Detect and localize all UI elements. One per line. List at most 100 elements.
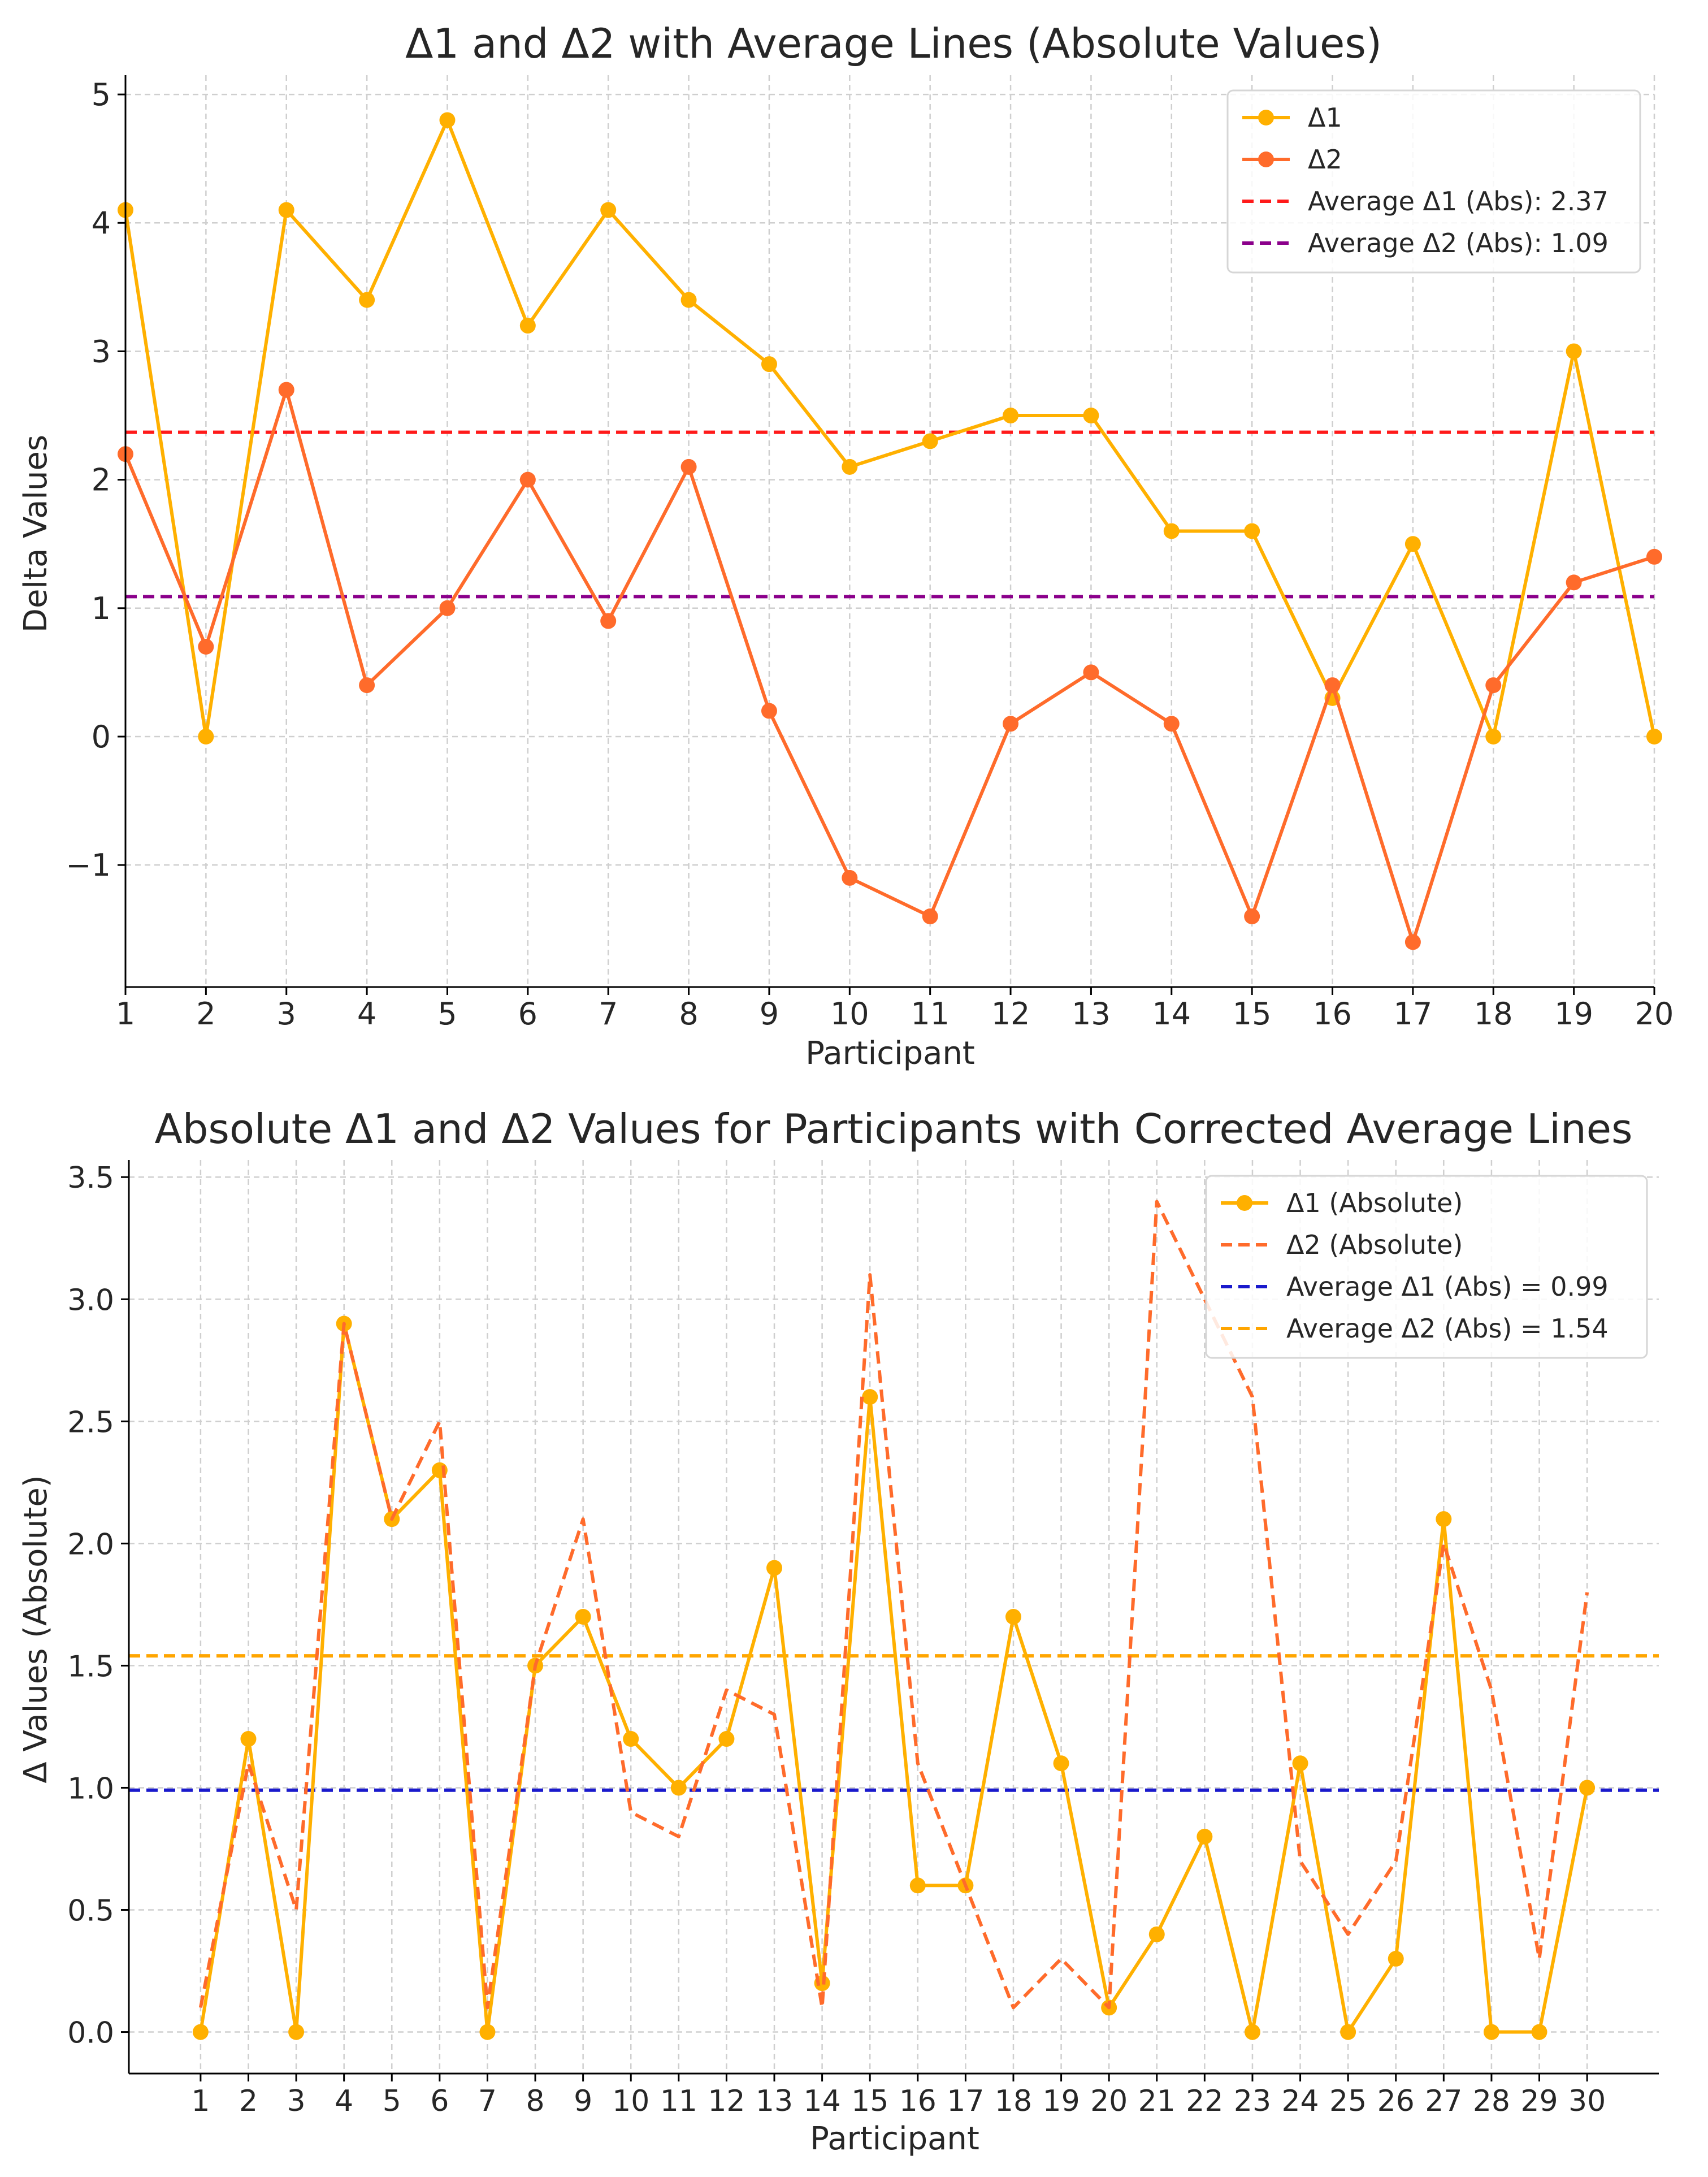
chart-1-x-tick-label: 15 bbox=[1233, 996, 1272, 1032]
chart-2-series-1-point bbox=[1197, 1828, 1213, 1845]
chart-2-series-1-point bbox=[575, 1609, 591, 1625]
chart-1-x-tick-label: 1 bbox=[116, 996, 135, 1032]
chart-1-series-1-point bbox=[600, 202, 617, 218]
chart-2-average-lines bbox=[129, 1654, 1659, 1792]
chart-1-axes bbox=[124, 75, 1654, 988]
chart-2-x-tick-label: 24 bbox=[1281, 2084, 1319, 2118]
chart-2-x-tick-label: 1 bbox=[191, 2084, 210, 2118]
chart-2-y-tick-label: 3.5 bbox=[67, 1161, 114, 1195]
chart-1-x-tick-label: 8 bbox=[679, 996, 698, 1032]
chart-2-series-1-point bbox=[1148, 1926, 1165, 1942]
chart-1-y-tick-label: 1 bbox=[92, 591, 111, 626]
chart-2-y-tick-label: 1.0 bbox=[67, 1772, 114, 1806]
chart-2-x-tick-label: 16 bbox=[899, 2084, 937, 2118]
chart-1-series-2-point bbox=[519, 471, 536, 488]
chart-1-x-tick-label: 14 bbox=[1152, 996, 1191, 1032]
chart-1-series-1-point bbox=[1003, 408, 1019, 424]
chart-2-x-ticks: 1 2 3 4 5 6 7 8 9 10 11 12 13 14 15 16 17 18 19 20 21 22 23 24 2… bbox=[191, 2074, 1606, 2118]
chart-1-x-tick-label: 4 bbox=[357, 996, 376, 1032]
chart-2-series-1-point bbox=[1531, 2024, 1547, 2040]
chart-2-x-tick-label: 12 bbox=[708, 2084, 745, 2118]
chart-2-title: Absolute Δ1 and Δ2 Values for Participan… bbox=[154, 1105, 1632, 1153]
chart-2-series-1-point bbox=[1388, 1950, 1404, 1967]
chart-1-x-ticks: 1 2 3 4 5 6 7 8 9 10 11 12 13 14 15 16 17 18 19 20 bbox=[116, 987, 1674, 1032]
chart-1-series-1-point bbox=[198, 728, 214, 745]
chart-1-title: Δ1 and Δ2 with Average Lines (Absolute V… bbox=[405, 20, 1382, 67]
chart-1-series-2-point bbox=[1566, 574, 1582, 591]
chart-2-series-1-point bbox=[718, 1731, 735, 1747]
chart-2-y-tick-label: 0.0 bbox=[67, 2016, 114, 2050]
chart-2-series-1-point bbox=[240, 1731, 257, 1747]
chart-1-series-1-point bbox=[519, 318, 536, 334]
chart-2-series-1-line bbox=[198, 1322, 1589, 2034]
chart-1-x-tick-label: 17 bbox=[1394, 996, 1433, 1032]
chart-1-series-2-point bbox=[761, 703, 777, 719]
chart-1-series-2-point bbox=[842, 869, 858, 886]
chart-1-legend-label: Average Δ2 (Abs): 1.09 bbox=[1308, 228, 1609, 258]
chart-2-series-2-line bbox=[198, 1200, 1589, 2010]
chart-1-legend-label: Average Δ1 (Abs): 2.37 bbox=[1308, 186, 1609, 217]
chart-2-x-tick-label: 26 bbox=[1377, 2084, 1415, 2118]
chart-2-x-tick-label: 3 bbox=[287, 2084, 306, 2118]
chart-2-x-tick-label: 19 bbox=[1042, 2084, 1080, 2118]
chart-1-x-tick-label: 2 bbox=[196, 996, 215, 1032]
chart-2-x-tick-label: 14 bbox=[804, 2084, 841, 2118]
chart-1-series bbox=[118, 112, 1662, 950]
chart-2-series-1-point bbox=[623, 1731, 639, 1747]
chart-1-x-axis-label: Participant bbox=[805, 1035, 975, 1072]
chart-1-series-1-point bbox=[439, 112, 456, 128]
chart-2-legend-label: Δ1 (Absolute) bbox=[1286, 1188, 1463, 1218]
chart-1-series-1-point bbox=[842, 458, 858, 475]
chart-1-y-ticks: −1 0 1 2 3 4 5 bbox=[66, 77, 125, 883]
chart-1-series-2-point bbox=[439, 600, 456, 616]
chart-1-series-2-point bbox=[1324, 677, 1341, 694]
chart-2-series-1-point bbox=[862, 1389, 878, 1405]
chart-1: Δ1 and Δ2 with Average Lines (Absolute V… bbox=[18, 20, 1674, 1072]
chart-2-series bbox=[192, 1200, 1596, 2040]
chart-1-series-2-point bbox=[1003, 716, 1019, 732]
chart-2-series-1-point bbox=[192, 2024, 209, 2040]
chart-1-x-tick-label: 5 bbox=[437, 996, 457, 1032]
chart-1-y-tick-label: 2 bbox=[92, 462, 111, 498]
chart-1-legend-box bbox=[1226, 89, 1641, 274]
chart-1-y-tick-label: −1 bbox=[66, 847, 111, 883]
chart-1-series-1-point bbox=[922, 433, 938, 449]
chart-2-legend-label: Average Δ2 (Abs) = 1.54 bbox=[1286, 1313, 1609, 1344]
chart-1-series-2-point bbox=[1646, 548, 1662, 565]
chart-1-series-1-point bbox=[761, 356, 777, 373]
chart-2-x-tick-label: 25 bbox=[1329, 2084, 1367, 2118]
chart-1-legend-marker bbox=[1258, 110, 1274, 125]
chart-2-series-1-point bbox=[1436, 1511, 1452, 1527]
chart-2-x-tick-label: 22 bbox=[1186, 2084, 1223, 2118]
chart-1-series-2-point bbox=[922, 908, 938, 925]
chart-1-x-tick-label: 3 bbox=[277, 996, 296, 1032]
chart-2-y-tick-label: 3.0 bbox=[67, 1283, 114, 1317]
chart-2-series-1-point bbox=[1292, 1755, 1308, 1772]
chart-2-legend-box bbox=[1205, 1175, 1648, 1359]
chart-1-x-tick-label: 9 bbox=[760, 996, 779, 1032]
chart-1-series-2-point bbox=[278, 382, 294, 398]
chart-2-x-tick-label: 6 bbox=[430, 2084, 449, 2118]
chart-1-series-2-point bbox=[1163, 716, 1180, 732]
chart-1-x-tick-label: 11 bbox=[911, 996, 950, 1032]
chart-1-series-1-point bbox=[680, 292, 697, 308]
chart-1-grid bbox=[124, 75, 1655, 987]
chart-2-y-tick-label: 0.5 bbox=[67, 1894, 114, 1928]
chart-1-series-1-line bbox=[124, 118, 1656, 738]
chart-1-y-tick-label: 5 bbox=[92, 77, 111, 112]
chart-2-axes bbox=[128, 1160, 1659, 2075]
chart-1-series-1-point bbox=[1485, 728, 1502, 745]
chart-2: Absolute Δ1 and Δ2 Values for Participan… bbox=[18, 1105, 1659, 2157]
chart-2-y-tick-label: 2.0 bbox=[67, 1527, 114, 1561]
chart-2-series-1-point bbox=[1244, 2024, 1260, 2040]
chart-2-x-axis-label: Participant bbox=[810, 2120, 979, 2157]
chart-1-series-1-point bbox=[1566, 343, 1582, 360]
chart-1-y-tick-label: 3 bbox=[92, 334, 111, 369]
chart-1-x-tick-label: 13 bbox=[1072, 996, 1111, 1032]
chart-2-series-1-point bbox=[1483, 2024, 1499, 2040]
chart-1-x-tick-label: 6 bbox=[518, 996, 537, 1032]
chart-1-legend-label: Δ1 bbox=[1308, 102, 1342, 133]
chart-1-x-tick-label: 12 bbox=[991, 996, 1030, 1032]
